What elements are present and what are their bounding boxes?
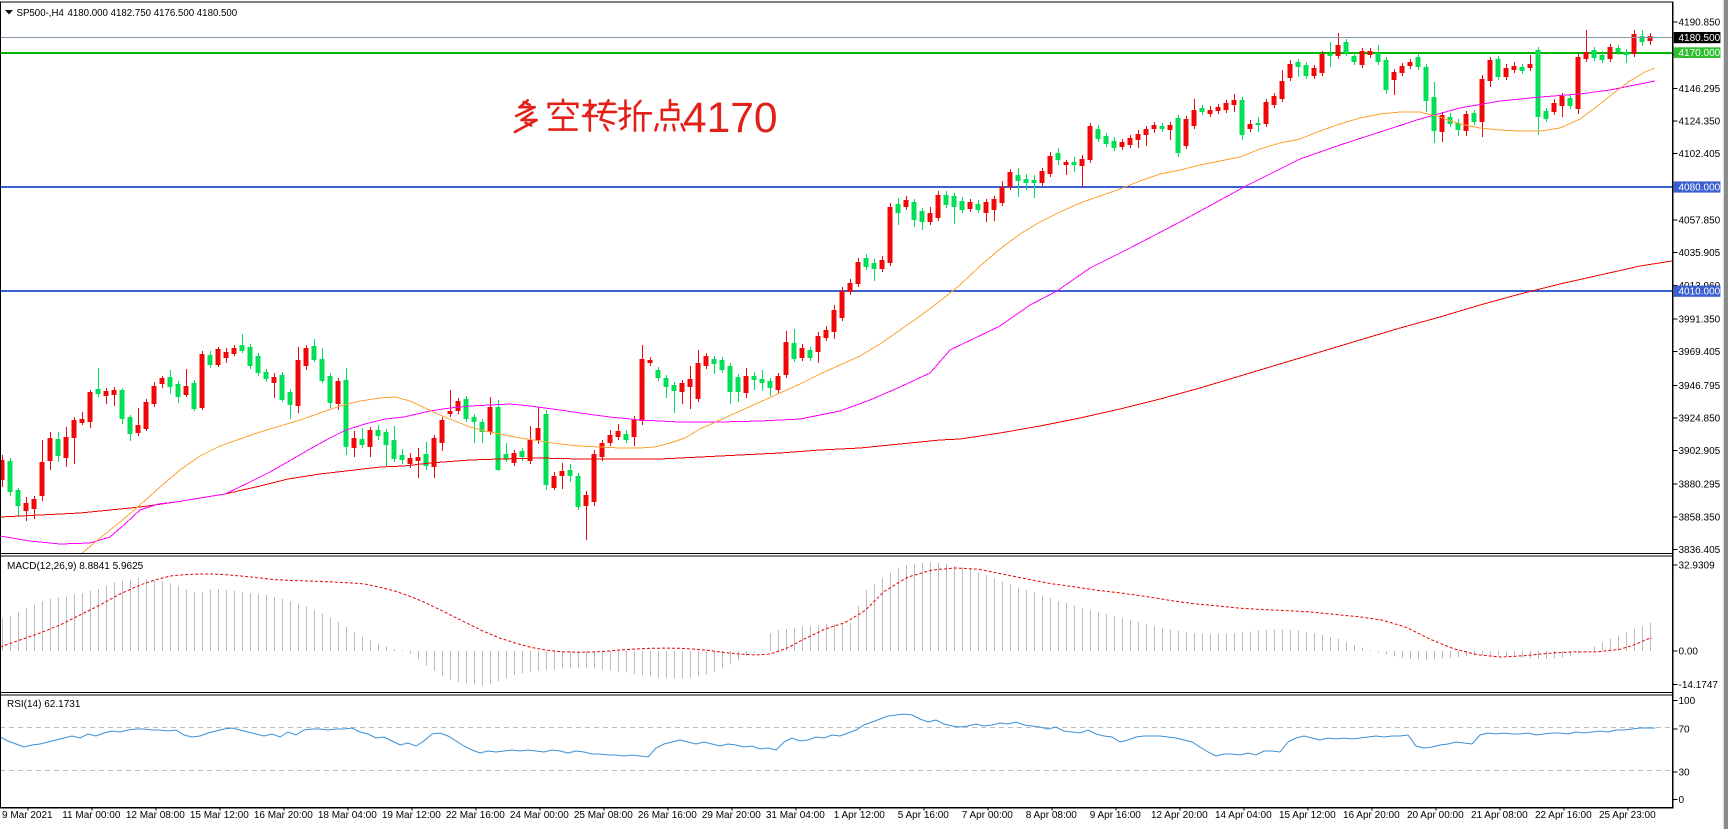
svg-text:14 Apr 04:00: 14 Apr 04:00 bbox=[1215, 810, 1272, 821]
svg-text:3991.350: 3991.350 bbox=[1679, 315, 1721, 326]
svg-text:3924.850: 3924.850 bbox=[1679, 413, 1721, 424]
svg-text:3858.350: 3858.350 bbox=[1679, 512, 1721, 523]
svg-text:0.00: 0.00 bbox=[1679, 647, 1699, 658]
svg-text:4010.000: 4010.000 bbox=[1679, 287, 1721, 298]
svg-text:9 Apr 16:00: 9 Apr 16:00 bbox=[1090, 810, 1142, 821]
svg-text:4146.295: 4146.295 bbox=[1679, 84, 1721, 95]
svg-text:20 Apr 00:00: 20 Apr 00:00 bbox=[1407, 810, 1464, 821]
svg-text:11 Mar 00:00: 11 Mar 00:00 bbox=[62, 810, 121, 821]
svg-text:3969.405: 3969.405 bbox=[1679, 347, 1721, 358]
svg-text:70: 70 bbox=[1679, 725, 1691, 736]
svg-text:3902.905: 3902.905 bbox=[1679, 446, 1721, 457]
svg-text:12 Mar 08:00: 12 Mar 08:00 bbox=[126, 810, 185, 821]
svg-text:3946.795: 3946.795 bbox=[1679, 381, 1721, 392]
svg-text:25 Mar 08:00: 25 Mar 08:00 bbox=[574, 810, 633, 821]
svg-text:32.9309: 32.9309 bbox=[1679, 561, 1716, 572]
svg-text:3836.405: 3836.405 bbox=[1679, 545, 1721, 556]
svg-text:4080.000: 4080.000 bbox=[1679, 183, 1721, 194]
svg-text:0: 0 bbox=[1679, 795, 1685, 806]
svg-text:24 Mar 00:00: 24 Mar 00:00 bbox=[510, 810, 569, 821]
svg-text:15 Apr 12:00: 15 Apr 12:00 bbox=[1279, 810, 1336, 821]
svg-text:4170: 4170 bbox=[683, 95, 778, 142]
svg-text:19 Mar 12:00: 19 Mar 12:00 bbox=[382, 810, 441, 821]
svg-text:4035.905: 4035.905 bbox=[1679, 248, 1721, 259]
svg-text:16 Apr 20:00: 16 Apr 20:00 bbox=[1343, 810, 1400, 821]
svg-text:4180.000 4182.750 4176.500 418: 4180.000 4182.750 4176.500 4180.500 bbox=[68, 8, 238, 19]
svg-text:4180.500: 4180.500 bbox=[1679, 33, 1721, 44]
svg-text:-14.1747: -14.1747 bbox=[1679, 680, 1719, 691]
svg-text:25 Apr 23:00: 25 Apr 23:00 bbox=[1599, 810, 1656, 821]
svg-text:16 Mar 20:00: 16 Mar 20:00 bbox=[254, 810, 313, 821]
svg-text:21 Apr 08:00: 21 Apr 08:00 bbox=[1471, 810, 1528, 821]
svg-text:4124.350: 4124.350 bbox=[1679, 117, 1721, 128]
svg-text:100: 100 bbox=[1679, 696, 1696, 707]
svg-text:22 Mar 16:00: 22 Mar 16:00 bbox=[446, 810, 505, 821]
svg-text:9 Mar 2021: 9 Mar 2021 bbox=[2, 810, 53, 821]
svg-text:26 Mar 16:00: 26 Mar 16:00 bbox=[638, 810, 697, 821]
svg-text:RSI(14) 62.1731: RSI(14) 62.1731 bbox=[7, 699, 81, 710]
svg-text:18 Mar 04:00: 18 Mar 04:00 bbox=[318, 810, 377, 821]
svg-text:4102.405: 4102.405 bbox=[1679, 149, 1721, 160]
svg-text:8 Apr 08:00: 8 Apr 08:00 bbox=[1026, 810, 1078, 821]
svg-text:MACD(12,26,9) 8.8841 5.9625: MACD(12,26,9) 8.8841 5.9625 bbox=[7, 561, 144, 572]
svg-text:4190.850: 4190.850 bbox=[1679, 18, 1721, 29]
svg-text:4057.850: 4057.850 bbox=[1679, 216, 1721, 227]
svg-text:29 Mar 20:00: 29 Mar 20:00 bbox=[702, 810, 761, 821]
svg-text:1 Apr 12:00: 1 Apr 12:00 bbox=[834, 810, 886, 821]
svg-text:15 Mar 12:00: 15 Mar 12:00 bbox=[190, 810, 249, 821]
svg-text:5 Apr 16:00: 5 Apr 16:00 bbox=[898, 810, 950, 821]
svg-text:4170.000: 4170.000 bbox=[1679, 48, 1721, 59]
svg-text:7 Apr 00:00: 7 Apr 00:00 bbox=[962, 810, 1014, 821]
svg-text:SP500-,H4: SP500-,H4 bbox=[17, 8, 65, 19]
svg-text:3880.295: 3880.295 bbox=[1679, 480, 1721, 491]
svg-text:31 Mar 04:00: 31 Mar 04:00 bbox=[766, 810, 825, 821]
svg-text:30: 30 bbox=[1679, 767, 1691, 778]
svg-text:22 Apr 16:00: 22 Apr 16:00 bbox=[1535, 810, 1592, 821]
svg-text:12 Apr 20:00: 12 Apr 20:00 bbox=[1151, 810, 1208, 821]
